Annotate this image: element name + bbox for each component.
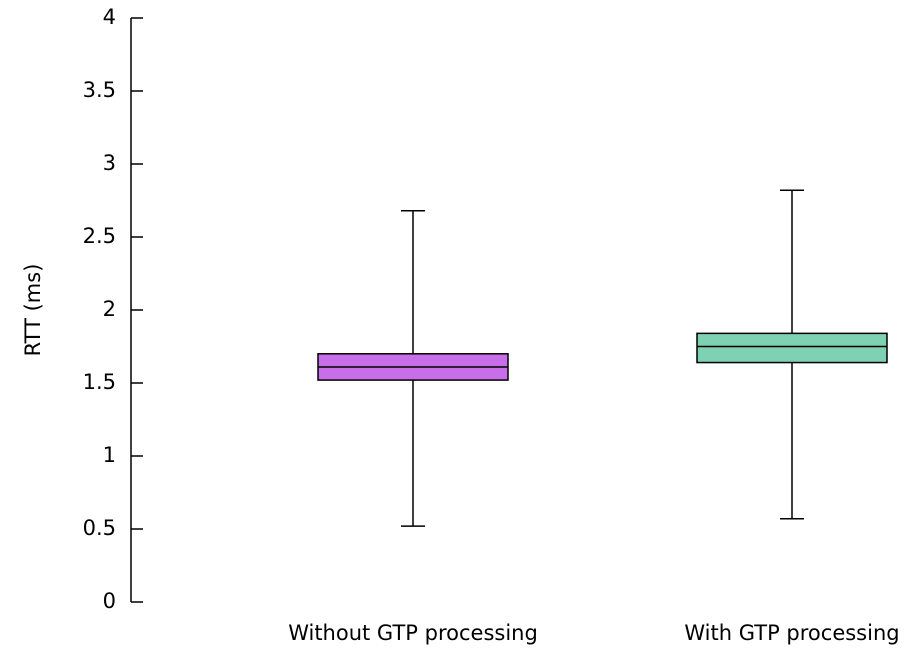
x-category-label: Without GTP processing [288, 621, 538, 645]
y-tick-label: 4 [103, 5, 116, 29]
y-tick-label: 2 [103, 297, 116, 321]
x-axis-labels: Without GTP processing With GTP processin… [288, 621, 899, 645]
y-tick-label: 3.5 [83, 78, 116, 102]
y-tick-label: 1.5 [83, 370, 116, 394]
y-tick-label: 1 [103, 443, 116, 467]
box-series [317, 189, 888, 527]
y-tick-label: 2.5 [83, 224, 116, 248]
y-tick-label: 3 [103, 151, 116, 175]
box-2 [696, 189, 888, 520]
y-tick-label: 0.5 [83, 516, 116, 540]
y-axis-title: RTT (ms) [21, 264, 45, 357]
y-axis-ticks: 0 0.5 1 1.5 2 2.5 3 3.5 4 [83, 5, 143, 613]
interquartile-box [696, 332, 888, 364]
y-tick-label: 0 [103, 589, 116, 613]
box-1 [317, 209, 509, 527]
x-category-label: With GTP processing [684, 621, 899, 645]
